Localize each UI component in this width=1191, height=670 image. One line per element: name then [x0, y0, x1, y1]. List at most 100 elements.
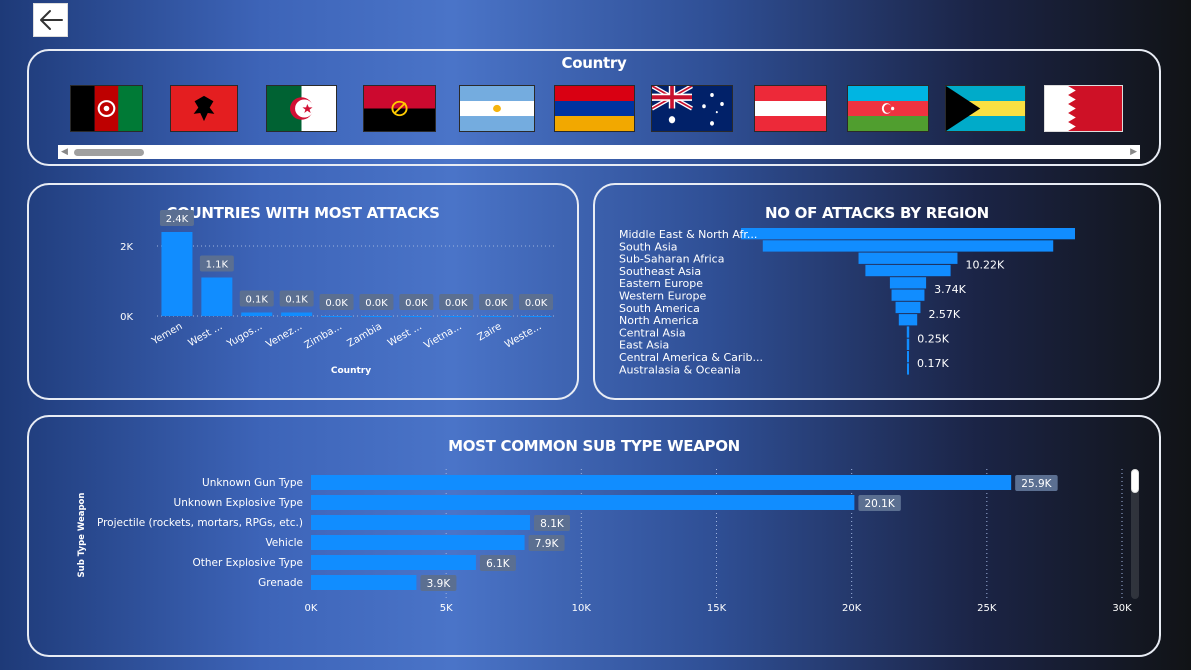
x-tick-label: 30K [1112, 603, 1132, 614]
flag-bahamas-icon[interactable] [945, 85, 1026, 132]
weapon-bar-chart: 0K 5K 10K 15K 20K 25K 30K Unknown Gun Type 25.9K… [77, 469, 1132, 614]
funnel-bar[interactable] [858, 252, 958, 264]
data-label-bg [439, 294, 474, 310]
data-label: 10.22K [965, 259, 1004, 272]
scroll-left-icon[interactable]: ◀ [61, 147, 68, 157]
data-label: 2.57K [928, 308, 960, 321]
x-tick-label: 0K [305, 603, 318, 614]
funnel-bar[interactable] [895, 301, 921, 314]
category-label: Grenade [258, 577, 303, 589]
slicer-title: Country [561, 54, 627, 72]
region-label: Australasia & Oceania [619, 363, 741, 376]
funnel-bar[interactable] [907, 363, 909, 375]
x-tick-label: Vietna... [422, 321, 463, 351]
region-label: South America [619, 302, 700, 315]
bar[interactable] [241, 312, 273, 317]
bar[interactable] [400, 316, 432, 317]
bar[interactable] [440, 316, 472, 317]
bar[interactable] [360, 316, 392, 317]
data-label-bg [239, 290, 274, 307]
bar[interactable] [311, 575, 417, 590]
data-label: 2.4K [166, 214, 189, 225]
x-tick-label: 10K [572, 603, 592, 614]
bar[interactable] [311, 475, 1012, 490]
data-label: 3.9K [427, 578, 452, 590]
flag-afghanistan-icon[interactable] [70, 85, 143, 132]
weapon-chart-title: MOST COMMON SUB TYPE WEAPON [448, 437, 740, 455]
x-axis-title: Country [331, 366, 371, 376]
x-tick-label: Weste... [503, 321, 543, 351]
scroll-right-icon[interactable]: ▶ [1130, 147, 1137, 157]
flag-bahrain-icon[interactable] [1044, 85, 1123, 132]
data-label: 0.1K [285, 295, 308, 306]
category-label: Vehicle [265, 537, 303, 549]
bar[interactable] [311, 555, 476, 570]
funnel-bar[interactable] [907, 351, 909, 363]
weapon-scrollbar[interactable] [1131, 469, 1139, 599]
flag-albania-icon[interactable] [170, 85, 238, 132]
x-tick-label: Zimba... [303, 321, 344, 351]
bar[interactable] [480, 316, 512, 317]
region-label: East Asia [619, 339, 669, 352]
flag-algeria-icon[interactable] [266, 85, 337, 132]
flag-angola-icon[interactable] [363, 85, 436, 132]
funnel-bar[interactable] [865, 264, 951, 277]
bar[interactable] [311, 495, 855, 510]
region-funnel-chart: Middle East & North Afr...South AsiaSub-… [619, 228, 1075, 376]
data-label: 0.0K [445, 298, 468, 309]
data-label: 0.17K [917, 357, 949, 370]
funnel-bar[interactable] [762, 240, 1054, 252]
region-label: South Asia [619, 240, 678, 253]
flag-austria-icon[interactable] [754, 85, 827, 132]
bar[interactable] [201, 277, 233, 317]
flag-scrollbar[interactable]: ◀ ▶ [58, 145, 1140, 159]
data-label-bg [279, 290, 314, 307]
bar[interactable] [311, 535, 525, 550]
data-label-bg [479, 555, 516, 571]
flag-australia-icon[interactable] [651, 85, 733, 132]
data-label: 0.0K [365, 298, 388, 309]
flag-azerbaijan-icon[interactable] [847, 85, 929, 132]
flag-argentina-icon[interactable] [459, 85, 535, 132]
funnel-bar[interactable] [889, 277, 927, 289]
data-label-bg [399, 294, 434, 310]
x-tick-label: 15K [707, 603, 727, 614]
region-label: Eastern Europe [619, 277, 703, 290]
data-label: 0.25K [917, 332, 949, 345]
bar[interactable] [161, 232, 193, 316]
y-tick-label: 0K [120, 312, 133, 323]
data-label: 7.9K [535, 538, 560, 550]
data-label-bg [319, 294, 354, 310]
x-tick-label: West ... [386, 321, 424, 349]
bar[interactable] [281, 312, 313, 317]
data-label-bg [519, 294, 554, 310]
region-label: Central America & Carib... [619, 351, 763, 364]
region-label: North America [619, 314, 699, 327]
flag-armenia-icon[interactable] [554, 85, 635, 132]
data-label-bg [359, 294, 394, 310]
weapon-chart-card: MOST COMMON SUB TYPE WEAPON 0K 5K 10K 15K 20… [27, 415, 1161, 657]
funnel-bar[interactable] [906, 338, 910, 350]
category-label: Unknown Gun Type [202, 477, 303, 489]
back-button[interactable] [33, 3, 68, 37]
bar[interactable] [321, 316, 353, 317]
bar[interactable] [520, 316, 552, 317]
scroll-thumb[interactable] [74, 149, 144, 156]
weapon-scroll-thumb[interactable] [1131, 469, 1139, 493]
data-label: 0.1K [246, 295, 269, 306]
data-label-bg [420, 575, 457, 591]
funnel-bar[interactable] [891, 289, 925, 301]
category-label: Other Explosive Type [192, 557, 303, 569]
funnel-bar[interactable] [898, 314, 918, 326]
data-label-bg [1015, 475, 1058, 491]
data-label-bg [528, 535, 565, 551]
x-tick-label: West ... [187, 321, 225, 349]
bar[interactable] [311, 515, 530, 530]
data-label: 0.0K [525, 298, 548, 309]
region-label: Middle East & North Afr... [619, 228, 757, 241]
x-tick-label: Zaire [476, 321, 504, 343]
funnel-bar[interactable] [906, 326, 910, 338]
x-tick-label: 25K [977, 603, 997, 614]
funnel-bar[interactable] [741, 228, 1075, 240]
x-tick-label: Yugos... [225, 321, 265, 350]
